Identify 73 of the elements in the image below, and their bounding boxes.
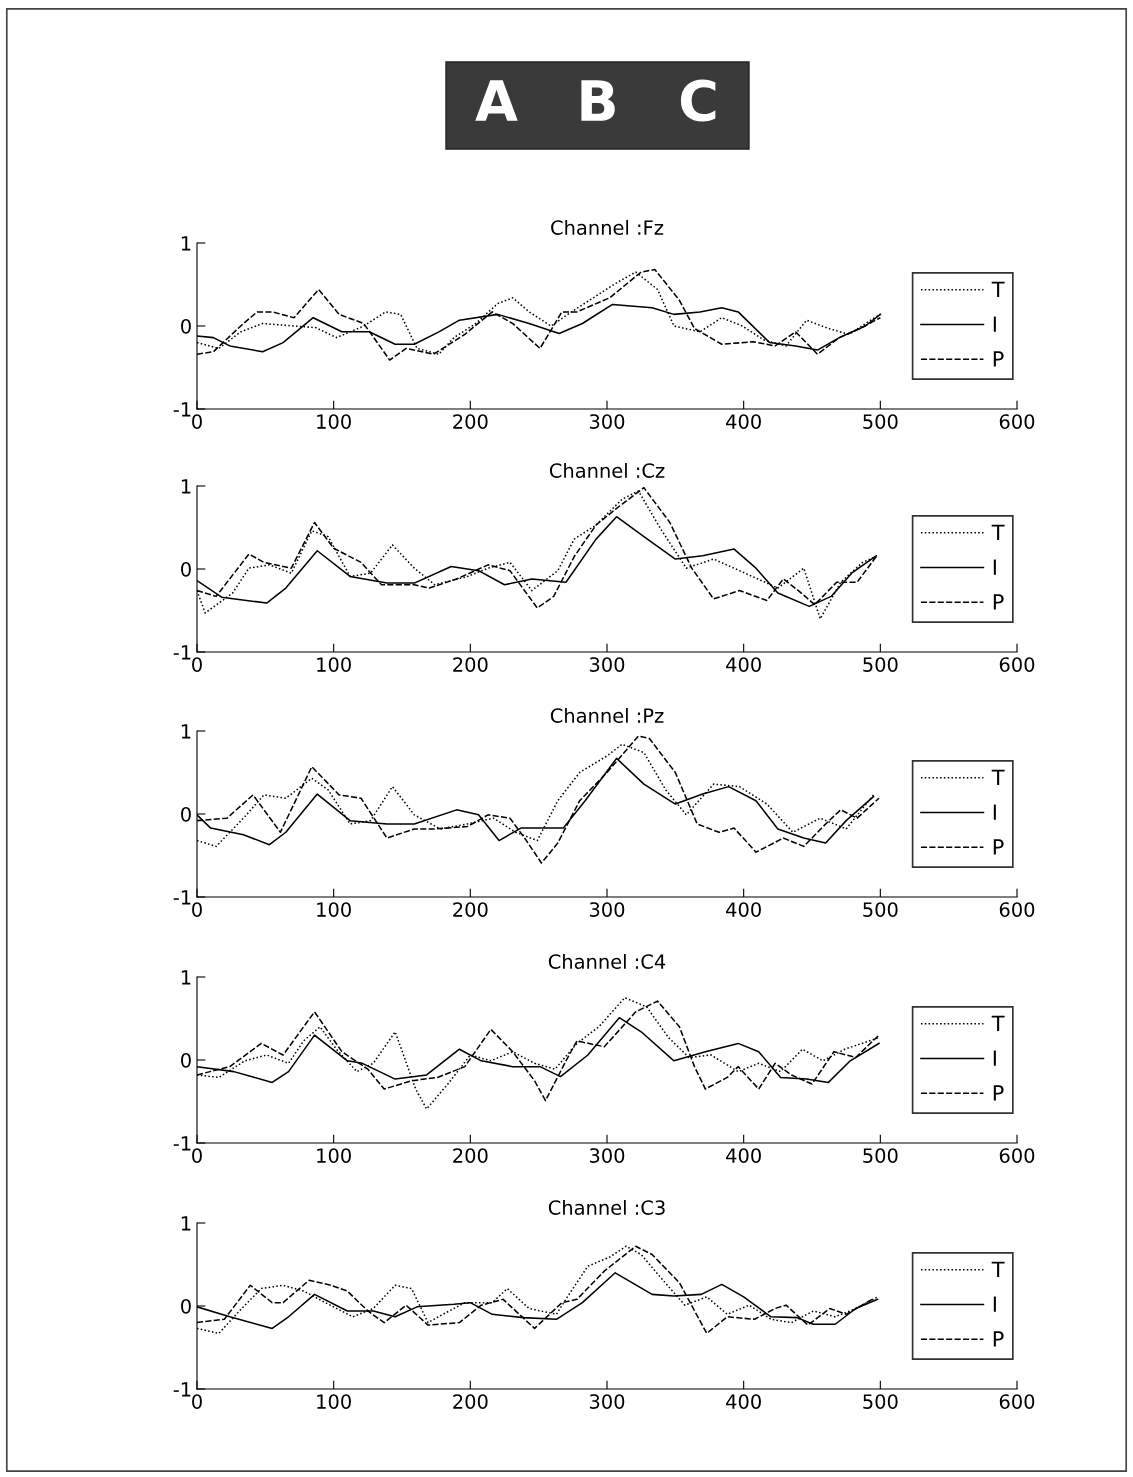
legend-label: T — [991, 281, 1005, 297]
x-tick-label: 600 — [999, 414, 1035, 429]
x-tick-label: 100 — [317, 1394, 351, 1409]
x-tick-label: 300 — [589, 902, 625, 917]
y-tick-label: 0 — [181, 806, 191, 822]
x-tick-label: 300 — [589, 657, 625, 672]
x-tick-label: 500 — [863, 902, 898, 917]
x-tick-label: 100 — [317, 657, 351, 672]
x-tick-label: 400 — [726, 414, 761, 429]
legend-label: I — [993, 804, 996, 820]
y-tick-label: 0 — [181, 1298, 191, 1314]
x-tick-label: 0 — [192, 902, 202, 917]
text: C — [680, 79, 716, 122]
x-tick-label: 0 — [192, 414, 202, 429]
legend-label: T — [991, 1261, 1005, 1277]
y-tick-label: 0 — [181, 561, 191, 577]
x-tick-label: 200 — [453, 657, 488, 672]
x-tick-label: 600 — [999, 902, 1035, 917]
chart-title: Channel :C4 — [548, 953, 666, 969]
legend-label: P — [993, 1331, 1004, 1347]
legend-label: P — [993, 351, 1004, 367]
x-tick-label: 600 — [999, 657, 1035, 672]
x-tick-label: 100 — [317, 414, 351, 429]
x-tick-label: 200 — [453, 414, 488, 429]
x-tick-label: 400 — [726, 1148, 761, 1163]
x-tick-label: 500 — [863, 1394, 898, 1409]
x-tick-label: 500 — [863, 414, 898, 429]
x-tick-label: 100 — [317, 902, 351, 917]
x-tick-label: 0 — [192, 1394, 202, 1409]
text: B — [581, 80, 615, 121]
legend-label: I — [993, 559, 996, 575]
legend-label: P — [993, 839, 1004, 855]
x-tick-label: 600 — [999, 1148, 1035, 1163]
legend-label: T — [991, 524, 1005, 540]
x-tick-label: 500 — [863, 657, 898, 672]
x-tick-label: 100 — [317, 1148, 351, 1163]
legend-label: I — [993, 316, 996, 332]
legend-label: P — [993, 1085, 1004, 1101]
x-tick-label: 400 — [726, 902, 761, 917]
x-tick-label: 300 — [589, 1148, 625, 1163]
y-tick-label: -1 — [173, 402, 191, 417]
x-tick-label: 0 — [192, 657, 202, 672]
legend-label: T — [991, 1015, 1005, 1031]
x-tick-label: 200 — [453, 902, 488, 917]
y-tick-label: 1 — [181, 970, 191, 985]
y-tick-label: 1 — [181, 479, 191, 494]
x-tick-label: 400 — [726, 1394, 761, 1409]
legend-label: I — [993, 1050, 996, 1066]
chart-title: Channel :Fz — [551, 219, 664, 235]
y-tick-label: 1 — [181, 1216, 191, 1231]
y-tick-label: 0 — [181, 1052, 191, 1068]
x-tick-label: 200 — [453, 1148, 488, 1163]
y-tick-label: -1 — [173, 890, 191, 905]
x-tick-label: 300 — [589, 1394, 625, 1409]
y-tick-label: 0 — [181, 318, 191, 334]
legend-label: P — [993, 594, 1004, 610]
chart-title: Channel :C3 — [548, 1199, 665, 1215]
y-tick-label: -1 — [173, 1382, 191, 1397]
x-tick-label: 600 — [999, 1394, 1035, 1409]
x-tick-label: 500 — [863, 1148, 898, 1163]
y-tick-label: 1 — [181, 724, 191, 739]
y-tick-label: -1 — [173, 1136, 191, 1151]
text: A — [475, 80, 518, 121]
x-tick-label: 300 — [589, 414, 625, 429]
x-tick-label: 400 — [726, 657, 761, 672]
x-tick-label: 200 — [453, 1394, 488, 1409]
x-tick-label: 0 — [192, 1148, 202, 1163]
y-tick-label: 1 — [181, 236, 191, 251]
chart-title: Channel :Cz — [549, 462, 665, 478]
legend-label: T — [991, 769, 1005, 785]
legend-label: I — [993, 1296, 996, 1312]
chart-title: Channel :Pz — [550, 707, 664, 723]
y-tick-label: -1 — [173, 645, 191, 660]
